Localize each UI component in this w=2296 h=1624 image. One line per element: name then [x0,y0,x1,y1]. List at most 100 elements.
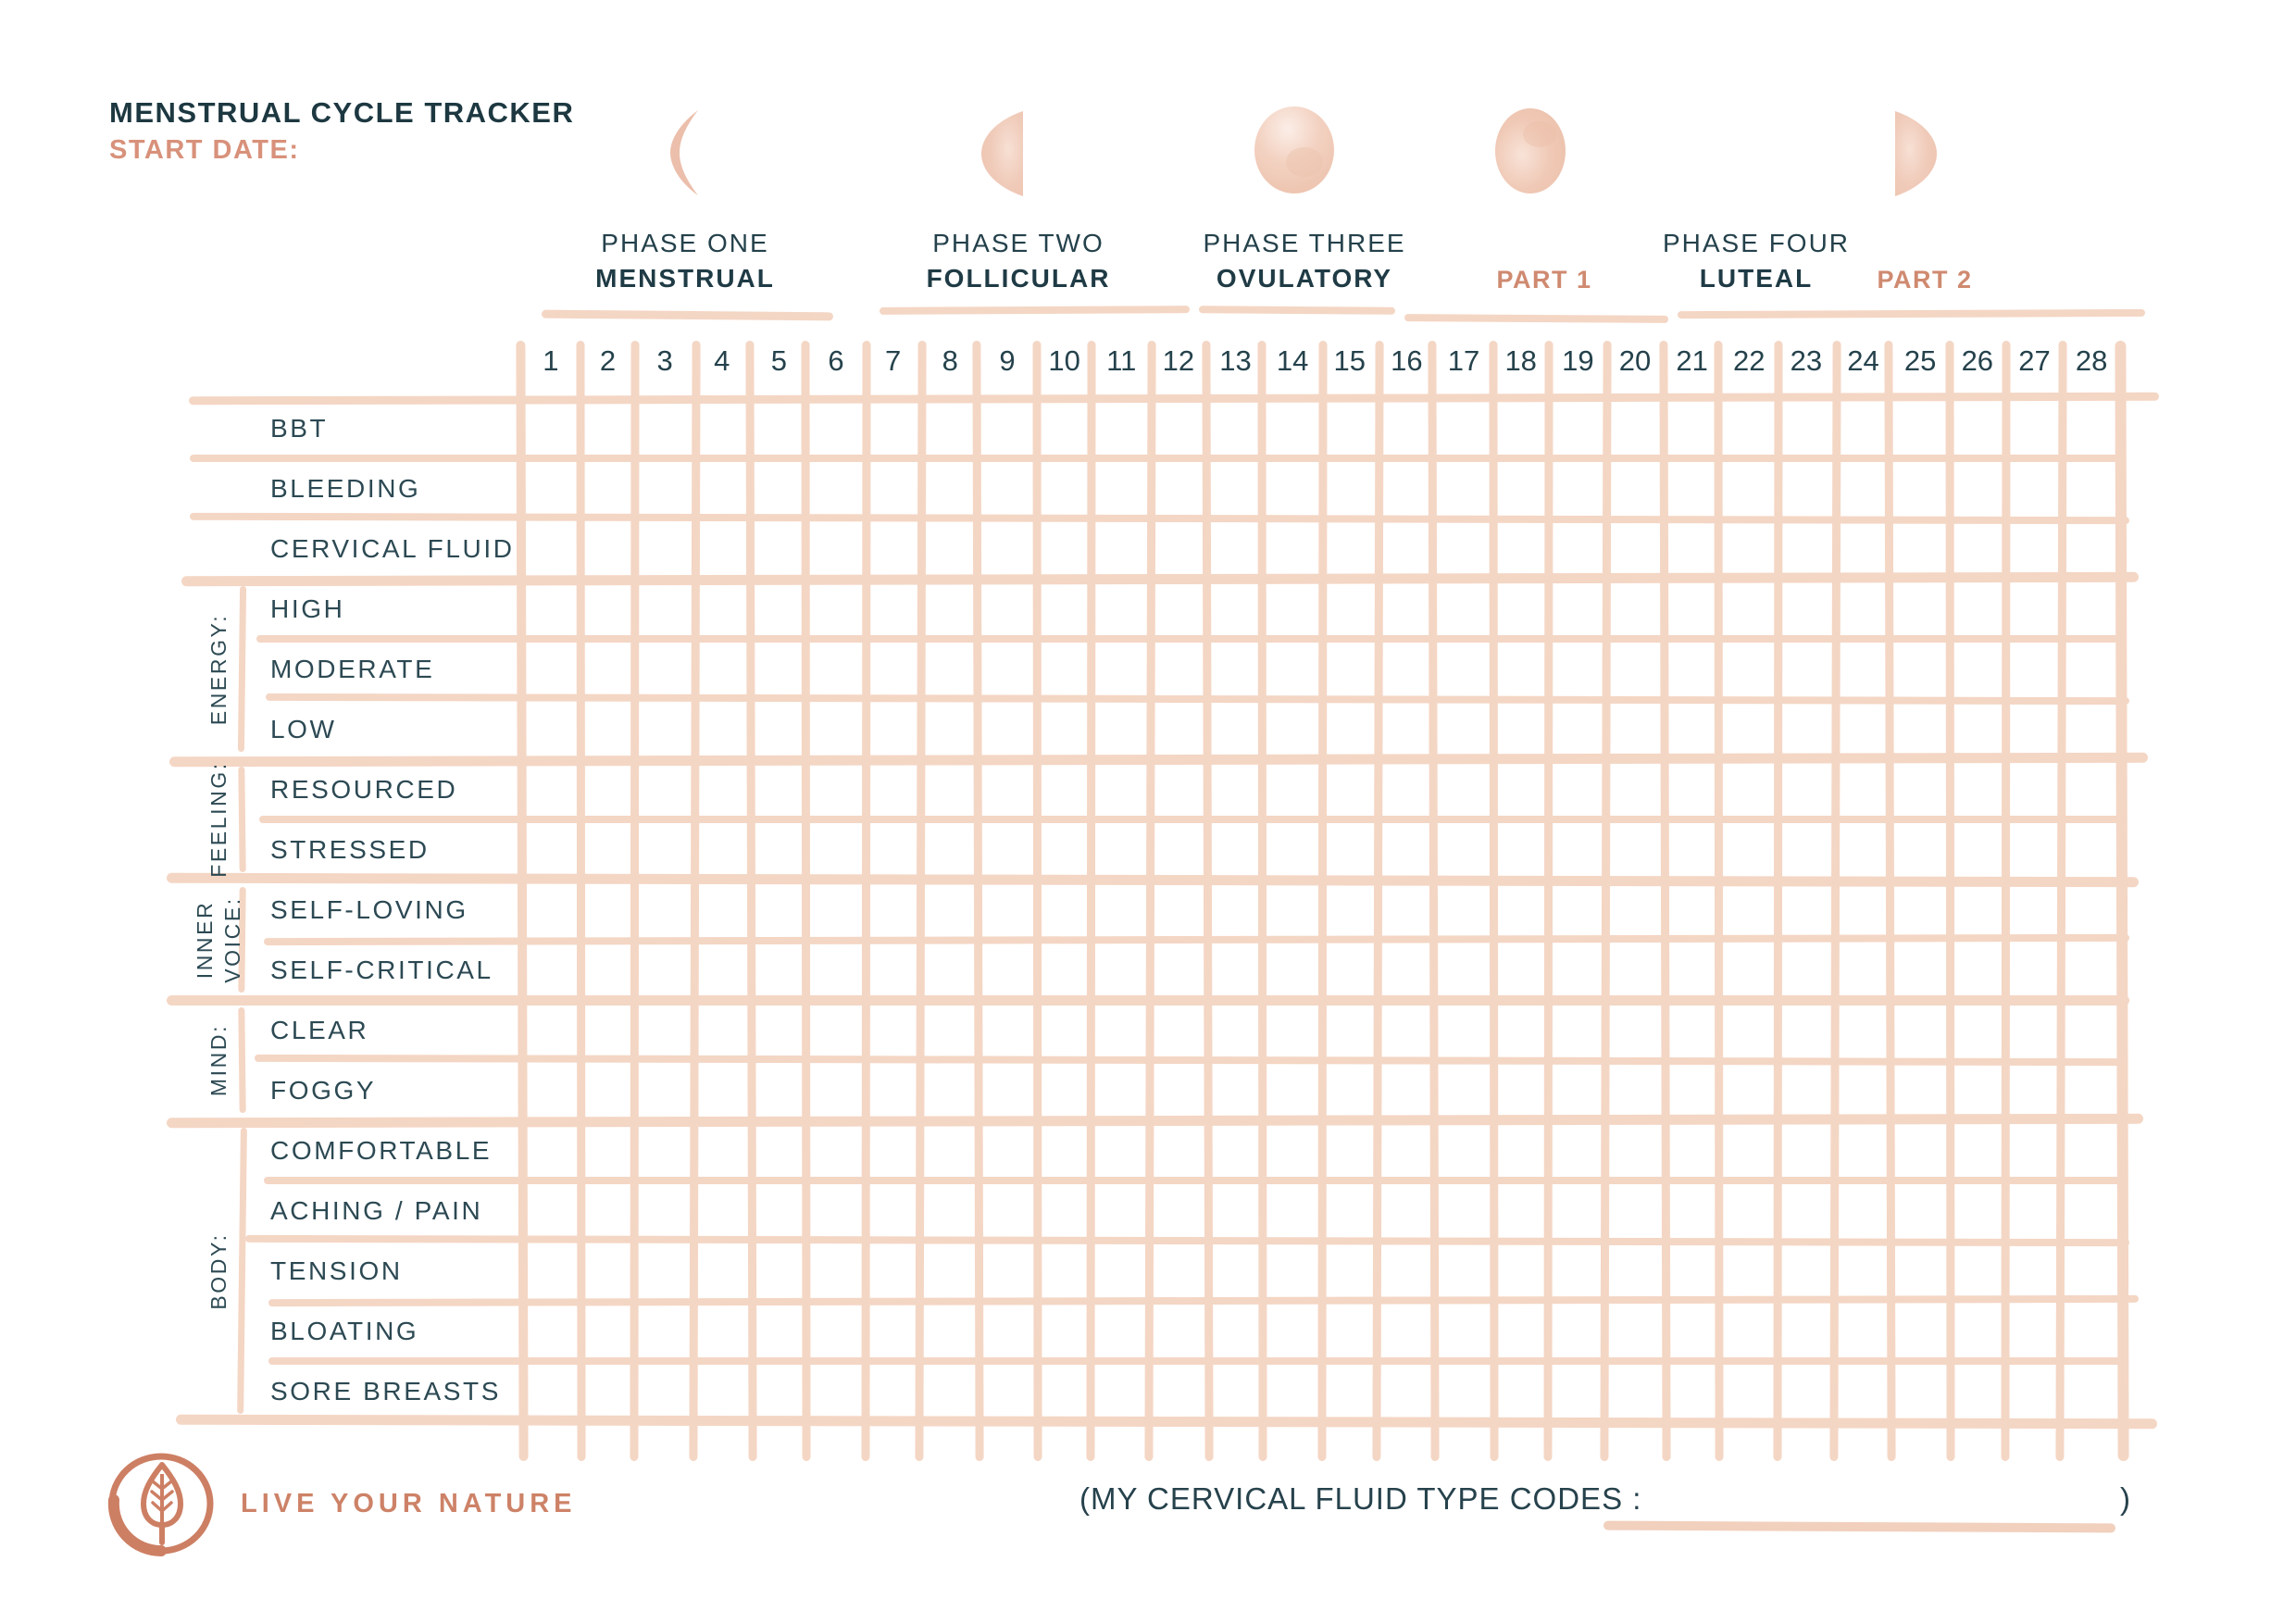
grid-vertical-line [2115,340,2129,1462]
cervical-fluid-codes-label: (MY CERVICAL FLUID TYPE CODES : [1079,1481,1642,1516]
part-one-heading: PART 1 [1496,266,1591,294]
day-number: 10 [1048,344,1080,377]
grid-vertical-line [1086,340,1096,1462]
row-label: BBT [270,413,329,443]
category-bracket-line [237,585,247,753]
cervical-fluid-codes-close-paren: ) [2120,1481,2131,1516]
grid-vertical-line [1317,340,1328,1462]
day-number: 19 [1562,344,1594,377]
grid-horizontal-line [244,1234,2130,1247]
full-moon-icon [1254,106,1334,194]
day-number: 28 [2075,344,2108,377]
day-number: 17 [1447,344,1480,377]
grid-vertical-line [744,340,757,1462]
grid-vertical-line [576,340,586,1462]
phase-two-label: PHASE TWO [932,229,1104,257]
row-label: RESOURCED [270,774,458,804]
phase-four-name: LUTEAL [1699,264,1814,293]
category-bracket-line [238,766,246,873]
grid-horizontal-line [190,455,2120,462]
grid-vertical-line [1372,340,1384,1462]
grid-vertical-line [1945,340,1955,1462]
phase-two-heading: PHASE TWO FOLLICULAR [927,229,1111,294]
row-label: FOGGY [270,1075,377,1105]
grid-horizontal-line [263,933,2130,946]
grid-vertical-line [1773,340,1783,1462]
grid-vertical-line [1257,340,1267,1462]
row-label: BLEEDING [270,473,421,503]
row-label: CLEAR [270,1015,369,1044]
category-bracket-line [237,1127,247,1415]
phase-three-label: PHASE THREE [1203,229,1406,257]
row-label: MODERATE [270,654,435,683]
grid-vertical-line [1202,340,1215,1462]
phase-one-name: MENSTRUAL [595,264,775,293]
grid-vertical-line [972,340,984,1462]
phase-one-heading: PHASE ONE MENSTRUAL [595,229,775,294]
grid-horizontal-line [259,816,2120,823]
row-label: LOW [270,714,337,743]
page-title: MENSTRUAL CYCLE TRACKER [109,96,575,129]
day-number: 11 [1106,344,1137,377]
day-number: 21 [1676,344,1708,377]
grid-vertical-line [1829,340,1841,1462]
half-moon-right-icon [1895,111,1937,196]
grid-vertical-line [1543,340,1554,1462]
day-number: 8 [942,344,958,377]
grid-horizontal-line [167,994,2129,1006]
part-one-underline [1404,314,1669,323]
phase-two-underline [879,306,1191,315]
day-number: 27 [2018,344,2051,377]
category-label: BODY: [206,1231,231,1310]
grid-vertical-line [1489,340,1499,1462]
start-date-label: START DATE: [109,135,300,165]
grid-vertical-line [630,340,640,1462]
row-label: ACHING / PAIN [270,1195,483,1225]
day-number: 1 [543,344,559,377]
grid-vertical-line [861,340,871,1462]
day-number: 9 [999,344,1016,377]
day-number: 2 [599,344,617,377]
grid-vertical-line [2055,340,2068,1462]
day-number: 22 [1733,344,1766,377]
phase-three-name: OVULATORY [1216,264,1393,293]
grid-vertical-line [1144,340,1156,1462]
category-label: INNER VOICE: [193,896,244,983]
category-label: MIND: [206,1023,231,1097]
grid-horizontal-line [254,1054,2126,1067]
grid-horizontal-line [265,693,2130,706]
grid-vertical-line [1714,340,1724,1462]
row-label: STRESSED [270,834,430,864]
day-number: 6 [828,344,844,377]
grid-vertical-line [1032,340,1042,1462]
grid-vertical-line [516,340,529,1462]
day-number: 23 [1790,344,1823,377]
phase-three-underline [1198,306,1396,315]
phase-four-heading: PHASE FOUR LUTEAL [1663,229,1850,294]
waning-gibbous-moon-icon [1495,108,1566,194]
waning-crescent-moon-icon [670,110,698,195]
day-number: 12 [1162,344,1195,377]
phase-one-label: PHASE ONE [601,229,769,257]
grid-horizontal-line [168,752,2149,767]
day-number: 20 [1618,344,1652,377]
grid-vertical-line [1659,340,1671,1462]
grid-vertical-line [688,340,701,1462]
grid-horizontal-line [268,1294,2140,1307]
row-label: TENSION [270,1255,403,1285]
phase-two-name: FOLLICULAR [926,264,1111,293]
luteal-part-two-underline [1677,308,2146,319]
category-label: ENERGY: [206,613,231,725]
part-two-label: PART 2 [1877,266,1973,294]
day-number: 5 [770,344,787,377]
row-label: SORE BREASTS [270,1376,502,1405]
row-label: HIGH [270,593,345,623]
row-label: COMFORTABLE [270,1135,493,1165]
grid-horizontal-line [268,1357,2125,1365]
row-label: SELF-CRITICAL [270,955,493,984]
day-number: 13 [1219,344,1252,377]
row-label: SELF-LOVING [270,894,468,924]
grid-vertical-line [801,340,811,1462]
day-number: 14 [1276,344,1309,377]
